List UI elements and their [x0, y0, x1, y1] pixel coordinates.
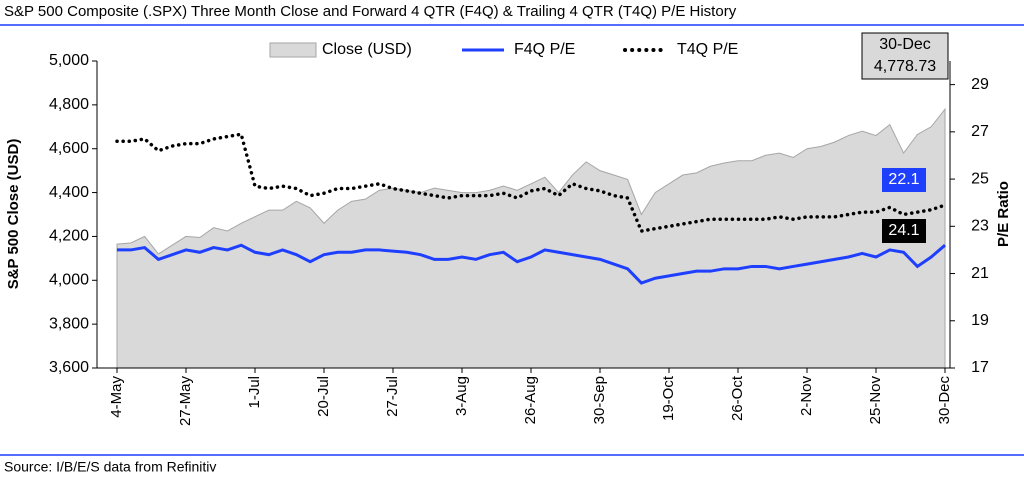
x-tick-label: 26-Aug: [522, 376, 539, 424]
y2-tick-label: 29: [971, 76, 989, 93]
y-tick-label: 4,200: [49, 228, 89, 245]
y2-tick-label: 23: [971, 218, 989, 235]
y-tick-label: 4,000: [49, 272, 89, 289]
y-tick-label: 4,400: [49, 184, 89, 201]
legend-swatch: [269, 42, 317, 58]
source: Source: I/B/E/S data from Refinitiv: [4, 459, 216, 475]
legend-label: F4Q P/E: [514, 41, 575, 58]
x-tick-label: 27-Jul: [384, 376, 401, 417]
close-area: [116, 107, 946, 369]
annotation-box: [882, 219, 926, 243]
annotation-text: 24.1: [888, 222, 919, 239]
y-tick-label: 3,600: [49, 359, 89, 376]
y2-tick-label: 17: [971, 359, 989, 376]
annotation-box: [861, 32, 949, 80]
annotation-text: 4,778.73: [874, 58, 936, 75]
x-tick-label: 30-Dec: [936, 376, 953, 425]
legend-label: Close (USD): [322, 41, 412, 58]
t4q-line: [115, 132, 947, 233]
y-tick-label: 5,000: [49, 52, 89, 69]
x-tick-label: 26-Oct: [729, 375, 746, 421]
x-tick-label: 25-Nov: [867, 376, 884, 425]
y2-tick-label: 25: [971, 170, 989, 187]
y2-axis-label: P/E Ratio: [995, 181, 1012, 247]
x-tick-label: 2-Nov: [798, 376, 815, 417]
x-tick-label: 20-Jul: [315, 376, 332, 417]
y-tick-label: 3,800: [49, 315, 89, 332]
y2-tick-label: 21: [971, 265, 989, 282]
y-axis-label: S&P 500 Close (USD): [5, 139, 22, 290]
chart-title: S&P 500 Composite (.SPX) Three Month Clo…: [4, 3, 737, 20]
y-tick-label: 4,800: [49, 96, 89, 113]
x-tick-label: 1-Jul: [246, 376, 263, 409]
x-tick-label: 27-May: [177, 376, 194, 427]
annotation-text: 30-Dec: [879, 36, 931, 53]
y2-tick-label: 19: [971, 312, 989, 329]
annotation-box: [882, 168, 926, 192]
f4q-line: [117, 243, 946, 285]
x-tick-label: 3-Aug: [453, 376, 470, 416]
annotation-text: 22.1: [888, 171, 919, 188]
x-tick-label: 4-May: [108, 376, 125, 418]
x-tick-label: 19-Oct: [660, 375, 677, 421]
legend-label: T4Q P/E: [677, 41, 738, 58]
y-tick-label: 4,600: [49, 140, 89, 157]
y2-tick-label: 27: [971, 123, 989, 140]
x-tick-label: 30-Sep: [591, 376, 608, 424]
